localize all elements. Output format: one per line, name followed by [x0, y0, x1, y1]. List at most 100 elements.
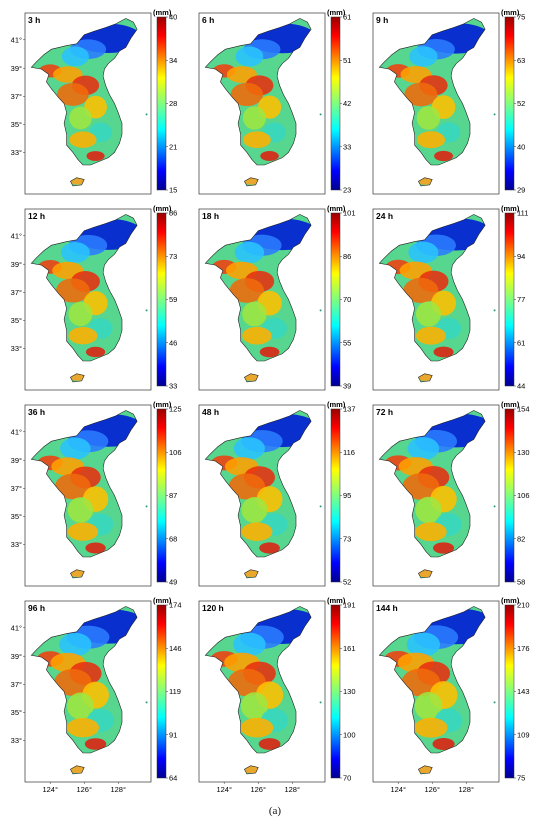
colorbar-tick-label: 58 [517, 578, 525, 587]
map-panel: 120 h (mm)191 161 130 100 70 124° 126° 128° [198, 596, 356, 794]
colorbar [156, 408, 167, 583]
jeju-island [243, 765, 259, 775]
figure-caption: (a) [268, 805, 282, 817]
colorbar-tick-label: 210 [517, 601, 530, 610]
panel-title: 120 h [202, 603, 224, 613]
colorbar [156, 212, 167, 387]
colorbar [330, 212, 341, 387]
latitude-label: 35° [11, 512, 22, 521]
colorbar-tick-label: 44 [517, 382, 525, 391]
latitude-label: 39° [11, 652, 22, 661]
latitude-label: 37° [11, 288, 22, 297]
latitude-label: 33° [11, 540, 22, 549]
colorbar [504, 408, 515, 583]
colorbar-tick-label: 61 [343, 13, 351, 22]
panel-title: 48 h [202, 407, 219, 417]
colorbar [504, 212, 515, 387]
coastline [378, 214, 486, 362]
panel-title: 144 h [376, 603, 398, 613]
jeju-island [69, 177, 85, 187]
colorbar-tick-label: 73 [343, 534, 351, 543]
colorbar-unit: (mm) [153, 400, 172, 409]
colorbar-unit: (mm) [501, 204, 520, 213]
longitude-label: 124° [42, 785, 58, 794]
panel-title: 24 h [376, 211, 393, 221]
coastline [30, 214, 138, 362]
colorbar-tick-label: 15 [169, 186, 177, 195]
map-panel: 144 h (mm)210 176 143 109 75 124° 126° 128° [372, 596, 530, 794]
panel-title: 72 h [376, 407, 393, 417]
colorbar-tick-label: 106 [169, 448, 182, 457]
map-panel: 72 h (mm)154 130 106 82 58 [372, 400, 530, 587]
latitude-label: 33° [11, 148, 22, 157]
jeju-island [69, 569, 85, 579]
dokdo-marker [493, 309, 496, 312]
colorbar-tick-label: 91 [169, 730, 177, 739]
colorbar-tick-label: 33 [169, 382, 177, 391]
latitude-label: 37° [11, 92, 22, 101]
colorbar-tick-label: 42 [343, 99, 351, 108]
colorbar-tick-label: 154 [517, 405, 530, 414]
colorbar-tick-label: 70 [343, 295, 351, 304]
colorbar-tick-label: 86 [169, 209, 177, 218]
coastline [204, 410, 312, 558]
colorbar-tick-label: 87 [169, 491, 177, 500]
colorbar [330, 16, 341, 191]
jeju-island [243, 373, 259, 383]
colorbar-tick-label: 52 [343, 578, 351, 587]
colorbar-unit: (mm) [153, 596, 172, 605]
colorbar-tick-label: 49 [169, 578, 177, 587]
latitude-label: 33° [11, 344, 22, 353]
map-panel: 96 h (mm)174 146 119 91 64 41° 39° 37° 35° 33° 124°… [11, 596, 182, 794]
colorbar [156, 16, 167, 191]
latitude-label: 35° [11, 120, 22, 129]
colorbar-tick-label: 40 [517, 142, 525, 151]
coastline [204, 214, 312, 362]
colorbar-tick-label: 77 [517, 295, 525, 304]
longitude-label: 128° [458, 785, 474, 794]
dokdo-marker [493, 701, 496, 704]
coastline [378, 18, 486, 166]
colorbar-tick-label: 174 [169, 601, 182, 610]
colorbar-unit: (mm) [501, 596, 520, 605]
longitude-label: 128° [284, 785, 300, 794]
colorbar-tick-label: 28 [169, 99, 177, 108]
latitude-label: 37° [11, 484, 22, 493]
colorbar-tick-label: 59 [169, 295, 177, 304]
colorbar-tick-label: 23 [343, 186, 351, 195]
colorbar-tick-label: 191 [343, 601, 356, 610]
colorbar-unit: (mm) [327, 8, 346, 17]
colorbar-tick-label: 94 [517, 252, 525, 261]
dokdo-marker [145, 505, 148, 508]
colorbar-tick-label: 101 [343, 209, 356, 218]
coastline [204, 18, 312, 166]
map-panel: 48 h (mm)137 116 95 73 52 [198, 400, 356, 587]
colorbar-tick-label: 95 [343, 491, 351, 500]
colorbar-tick-label: 106 [517, 491, 530, 500]
latitude-label: 35° [11, 708, 22, 717]
colorbar-unit: (mm) [153, 8, 172, 17]
coastline [378, 410, 486, 558]
colorbar-tick-label: 100 [343, 730, 356, 739]
jeju-island [69, 765, 85, 775]
latitude-label: 37° [11, 680, 22, 689]
map-panel: 36 h (mm)125 106 87 68 49 41° 39° 37° 35° 33° [11, 400, 182, 587]
colorbar-unit: (mm) [327, 204, 346, 213]
map-panel: 12 h (mm)86 73 59 46 33 41° 39° 37° 35° 33° [11, 204, 178, 391]
dokdo-marker [319, 309, 322, 312]
colorbar-tick-label: 125 [169, 405, 182, 414]
colorbar-tick-label: 111 [517, 209, 528, 218]
colorbar-tick-label: 55 [343, 338, 351, 347]
dokdo-marker [493, 505, 496, 508]
colorbar-tick-label: 68 [169, 534, 177, 543]
colorbar-tick-label: 176 [517, 644, 530, 653]
colorbar-tick-label: 130 [517, 448, 530, 457]
colorbar [504, 16, 515, 191]
jeju-island [417, 177, 433, 187]
colorbar-tick-label: 75 [517, 774, 525, 783]
colorbar-unit: (mm) [153, 204, 172, 213]
colorbar-tick-label: 61 [517, 338, 525, 347]
colorbar-tick-label: 39 [343, 382, 351, 391]
